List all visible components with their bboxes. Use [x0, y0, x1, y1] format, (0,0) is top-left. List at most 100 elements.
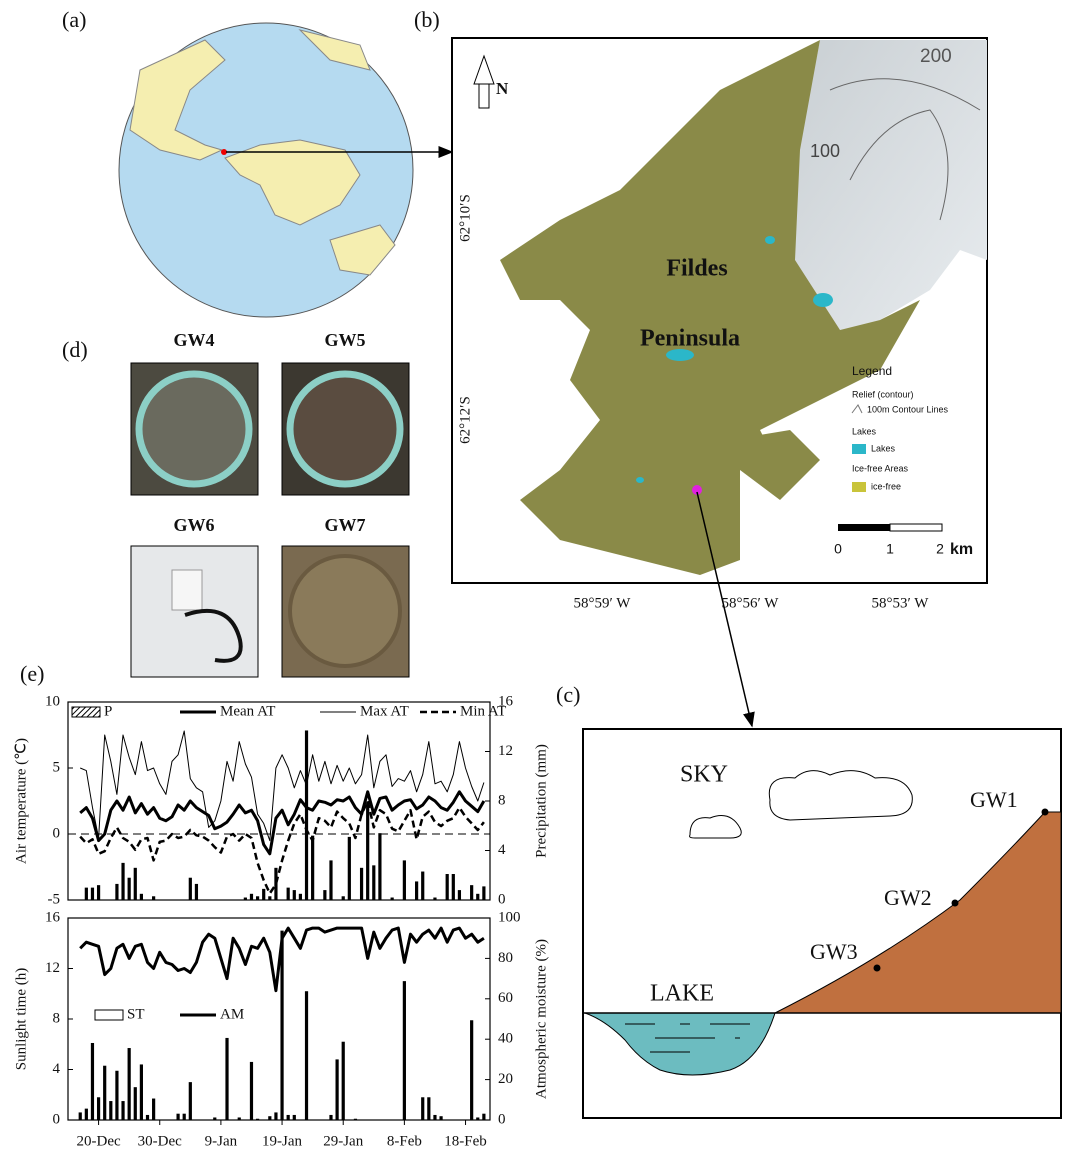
- bar: [311, 836, 314, 900]
- y2-tick-label: 20: [498, 1071, 513, 1087]
- bar: [329, 1115, 332, 1120]
- diagram: SKY LAKE GW1 GW2 GW3: [583, 729, 1061, 1118]
- bar: [140, 1064, 143, 1120]
- bar: [97, 1097, 100, 1120]
- lat-label: 62°12′S: [457, 396, 473, 444]
- bar: [348, 837, 351, 900]
- bar: [433, 1115, 436, 1120]
- lon-label: 58°59′ W: [574, 595, 632, 611]
- bar: [452, 874, 455, 900]
- bar: [140, 894, 143, 900]
- y2-axis-label: Precipitation (mm): [533, 744, 549, 858]
- bar: [121, 863, 124, 900]
- legend-label: AM: [220, 1006, 244, 1022]
- legend-text: 100m Contour Lines: [867, 404, 949, 414]
- bar: [342, 896, 345, 900]
- y-tick-label: 0: [53, 1111, 61, 1127]
- panel-label: (e): [20, 661, 44, 686]
- bar: [91, 1043, 94, 1120]
- bar: [446, 874, 449, 900]
- bar: [305, 730, 308, 900]
- bar: [287, 1115, 290, 1120]
- bar: [115, 884, 118, 900]
- x-tick-label: 19-Jan: [262, 1133, 302, 1149]
- sky-label: SKY: [680, 762, 728, 788]
- legend-text: Ice-free Areas: [852, 463, 909, 473]
- bar: [366, 802, 369, 900]
- bar: [476, 894, 479, 900]
- lon-label: 58°53′ W: [872, 595, 930, 611]
- bar: [421, 1097, 424, 1120]
- bar: [287, 888, 290, 900]
- legend-label: Min AT: [460, 703, 506, 719]
- bar: [183, 1114, 186, 1120]
- bar: [329, 860, 332, 900]
- contour-label: 200: [920, 46, 952, 67]
- bar: [342, 1042, 345, 1120]
- bar: [482, 886, 485, 900]
- bar: [152, 896, 155, 900]
- y2-tick-label: 80: [498, 950, 513, 966]
- y-tick-label: 8: [53, 1010, 61, 1026]
- y-axis-label: Air temperature (℃): [13, 738, 29, 864]
- bar: [274, 868, 277, 900]
- bar: [293, 890, 296, 900]
- bar: [85, 1109, 88, 1120]
- scale-label: 0: [834, 541, 842, 557]
- site-label: GW1: [970, 787, 1018, 812]
- bar: [85, 888, 88, 900]
- bar: [458, 890, 461, 900]
- scale-unit: km: [950, 541, 973, 558]
- x-tick-label: 29-Jan: [323, 1133, 363, 1149]
- bar: [238, 1117, 241, 1120]
- y-tick-label: 4: [53, 1061, 61, 1077]
- bar: [146, 1115, 149, 1120]
- line: [80, 792, 484, 854]
- x-tick-label: 18-Feb: [444, 1133, 487, 1149]
- x-tick-label: 30-Dec: [138, 1133, 182, 1149]
- bar: [262, 889, 265, 900]
- bar: [305, 991, 308, 1120]
- bar: [189, 878, 192, 900]
- photo-label: GW4: [173, 330, 214, 350]
- bar: [256, 1119, 259, 1120]
- bar: [189, 1082, 192, 1120]
- bar: [134, 1087, 137, 1120]
- bar: [128, 1048, 131, 1120]
- place-label: Peninsula: [640, 326, 740, 352]
- bar: [470, 885, 473, 900]
- lake-label: LAKE: [650, 981, 714, 1007]
- photo-label: GW6: [173, 515, 214, 535]
- photo-label: GW5: [324, 330, 365, 350]
- bar: [323, 890, 326, 900]
- legend-label: ST: [127, 1006, 145, 1022]
- line: [80, 731, 484, 841]
- y2-tick-label: 40: [498, 1031, 513, 1047]
- bar: [470, 1020, 473, 1120]
- legend-text: ice-free: [871, 481, 901, 491]
- scale-label: 1: [886, 541, 894, 557]
- legend-text: Lakes: [871, 443, 896, 453]
- legend-title: Legend: [852, 364, 892, 378]
- legend-label: Max AT: [360, 703, 409, 719]
- north-label: N: [496, 79, 509, 98]
- bar: [225, 1038, 228, 1120]
- bar: [476, 1117, 479, 1120]
- bar: [372, 865, 375, 900]
- bar: [250, 1062, 253, 1120]
- photos: GW4 GW5 GW6 GW7: [131, 330, 409, 677]
- panel-label: (b): [414, 7, 440, 32]
- globe: [119, 23, 413, 317]
- bar: [336, 1059, 339, 1120]
- bar: [103, 1066, 106, 1120]
- y-tick-label: -5: [48, 891, 61, 907]
- place-label: Fildes: [666, 256, 727, 282]
- x-tick-label: 20-Dec: [77, 1133, 121, 1149]
- bar: [439, 1116, 442, 1120]
- legend-text: Relief (contour): [852, 389, 914, 399]
- y2-tick-label: 4: [498, 842, 506, 858]
- bar: [115, 1071, 118, 1120]
- legend-label: Mean AT: [220, 703, 275, 719]
- y-tick-label: 16: [45, 909, 61, 925]
- y2-tick-label: 0: [498, 1111, 506, 1127]
